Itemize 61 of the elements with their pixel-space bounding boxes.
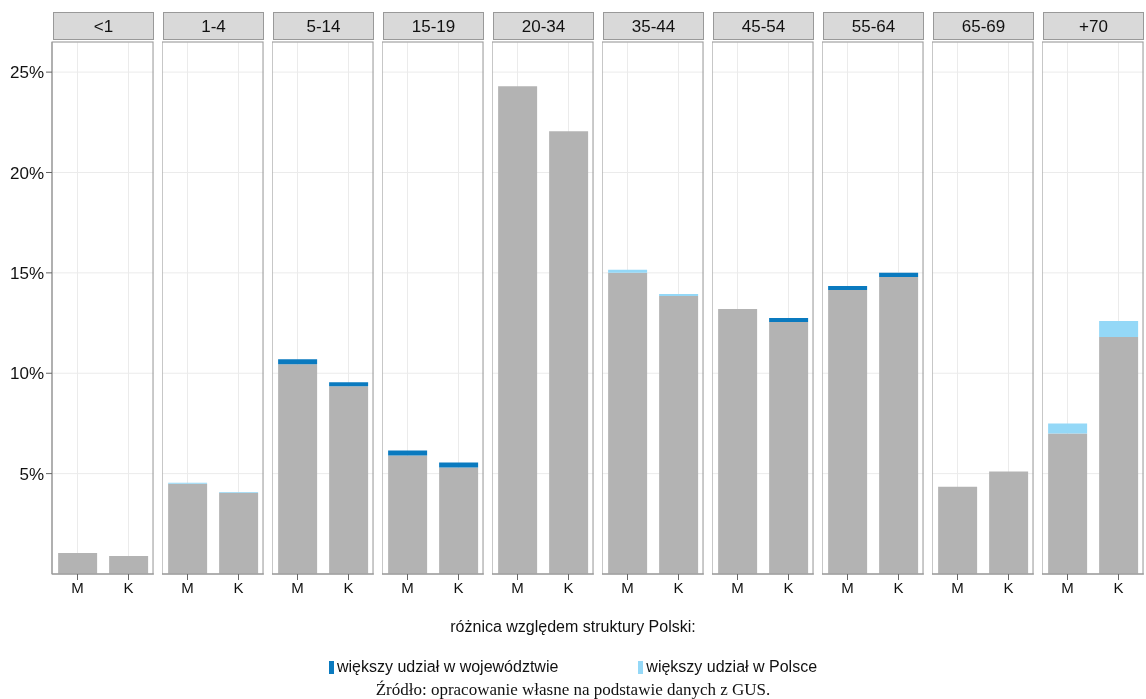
bar (219, 492, 259, 574)
x-tick-label: M (841, 578, 854, 596)
x-tick-label: K (343, 578, 354, 596)
legend-title: różnica względem struktury Polski: (449, 618, 697, 636)
x-tick-label: M (291, 578, 304, 596)
legend-label: większy udział w Polsce (645, 658, 818, 676)
chart-title: 15-19 (383, 12, 484, 40)
y-tick-label: 20% (9, 163, 44, 183)
x-tick-label: K (453, 578, 464, 596)
bar (278, 364, 318, 574)
chart-title: 20-34 (493, 12, 594, 40)
bar (828, 285, 868, 290)
bar (329, 382, 369, 387)
legend-label: większy udział w województwie (335, 658, 559, 676)
y-tick-label: 15% (9, 263, 44, 283)
chart-title: 5-14 (273, 12, 374, 40)
text: Źródło: opracowanie własne na podstawie danych z GUS. (374, 680, 772, 699)
x-tick-label: K (1113, 578, 1124, 596)
x-tick-label: M (951, 578, 964, 596)
bar (1099, 337, 1139, 574)
x-tick-label: K (123, 578, 134, 596)
bar (1048, 423, 1088, 434)
x-tick-label: M (401, 578, 414, 596)
bar (608, 269, 648, 273)
bar (168, 483, 208, 574)
x-tick-label: M (621, 578, 634, 596)
x-tick-label: K (563, 578, 574, 596)
bar (1048, 433, 1088, 574)
bar (1099, 321, 1139, 338)
x-tick-label: K (1003, 578, 1014, 596)
chart-title: 1-4 (163, 12, 264, 40)
bar (828, 289, 868, 574)
bar (278, 359, 318, 365)
bar (659, 293, 699, 296)
bar (439, 462, 479, 468)
x-tick-label: M (1061, 578, 1074, 596)
bar (388, 450, 428, 456)
bar (659, 295, 699, 574)
bar (329, 386, 369, 574)
chart-title: 45-54 (713, 12, 814, 40)
chart-title: 35-44 (603, 12, 704, 40)
x-tick-label: K (673, 578, 684, 596)
y-tick-label: 25% (9, 63, 44, 83)
y-tick-label: 10% (9, 364, 44, 384)
bar (388, 455, 428, 574)
chart-title: 55-64 (823, 12, 924, 40)
x-tick-label: M (731, 578, 744, 596)
x-tick-label: K (783, 578, 794, 596)
bar (879, 272, 919, 277)
x-tick-label: M (511, 578, 524, 596)
x-tick-label: K (893, 578, 904, 596)
x-tick-label: K (233, 578, 244, 596)
bar (439, 467, 479, 574)
bar (879, 276, 919, 574)
x-tick-label: M (71, 578, 84, 596)
bar (608, 272, 648, 574)
y-tick-label: 5% (19, 464, 44, 484)
chart-title: 65-69 (933, 12, 1034, 40)
x-tick-label: M (181, 578, 194, 596)
chart-title: <1 (53, 12, 154, 40)
chart-title: +70 (1043, 12, 1144, 40)
